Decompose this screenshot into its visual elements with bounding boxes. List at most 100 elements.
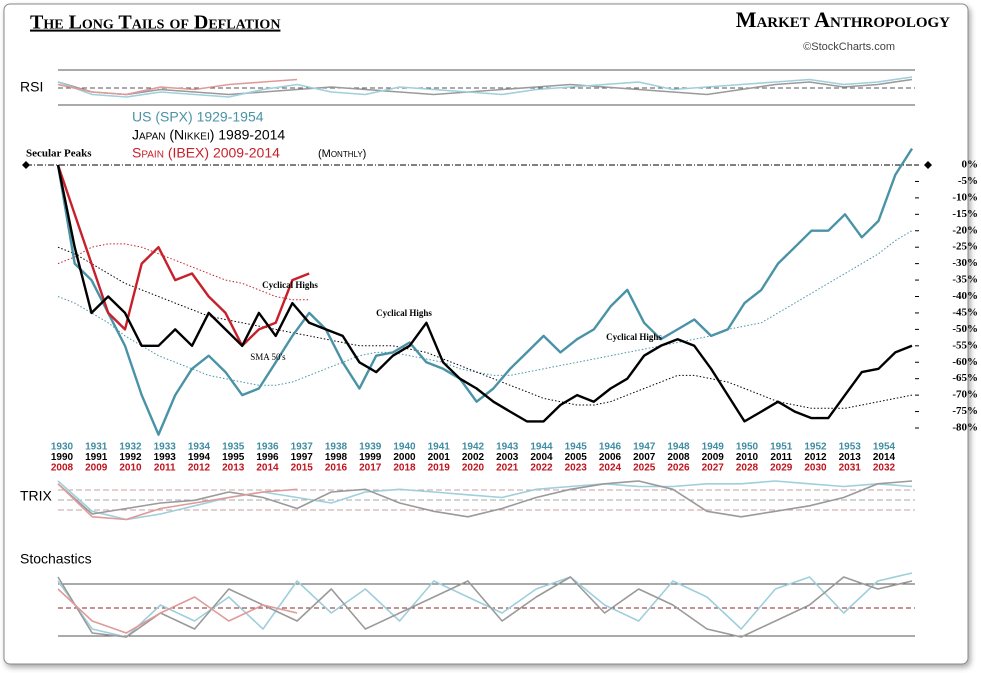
y-tick-label: -5% xyxy=(958,175,978,187)
x-tick-label: 1998 xyxy=(325,452,348,463)
annotation: SMA 50's xyxy=(250,352,286,362)
x-tick-label: 2021 xyxy=(496,463,519,474)
sma-line xyxy=(57,230,913,386)
x-tick-label: 1997 xyxy=(291,452,314,463)
x-tick-label: 1947 xyxy=(633,442,656,453)
x-tick-label: 2029 xyxy=(770,463,793,474)
x-tick-label: 2007 xyxy=(633,452,656,463)
y-tick-label: -20% xyxy=(952,224,978,236)
x-tick-label: 2013 xyxy=(839,452,862,463)
y-tick-label: -30% xyxy=(952,257,978,269)
panel-title: Stochastics xyxy=(20,551,92,567)
panel-title: TRIX xyxy=(20,488,53,504)
x-tick-label: 2010 xyxy=(736,452,759,463)
x-tick-label: 1932 xyxy=(119,442,142,453)
x-tick-label: 1940 xyxy=(393,442,416,453)
x-tick-label: 2012 xyxy=(804,452,827,463)
x-tick-label: 1993 xyxy=(154,452,177,463)
x-tick-label: 1933 xyxy=(154,442,177,453)
x-tick-label: 2014 xyxy=(873,452,896,463)
frame xyxy=(3,3,969,665)
legend-entry: Japan (Nikkei) 1989-2014 xyxy=(132,127,285,143)
x-tick-label: 2000 xyxy=(393,452,416,463)
y-tick-label: -50% xyxy=(952,323,978,335)
x-tick-label: 2012 xyxy=(188,463,211,474)
indicator-line xyxy=(57,480,913,518)
annotation: Cyclical Highs xyxy=(376,308,432,318)
y-tick-label: -65% xyxy=(952,372,978,384)
legend-entry: Spain (IBEX) 2009-2014 xyxy=(132,145,280,161)
y-tick-label: -60% xyxy=(952,356,978,368)
x-tick-label: 2009 xyxy=(85,463,108,474)
indicator-line xyxy=(57,483,298,521)
x-tick-label: 1951 xyxy=(770,442,793,453)
x-tick-label: 1936 xyxy=(256,442,279,453)
x-tick-label: 1992 xyxy=(119,452,142,463)
x-tick-label: 1991 xyxy=(85,452,108,463)
x-tick-label: 2011 xyxy=(770,452,792,463)
x-tick-label: 1943 xyxy=(496,442,519,453)
x-tick-label: 2027 xyxy=(702,463,725,474)
x-tick-label: 2019 xyxy=(428,463,451,474)
series-line xyxy=(56,164,913,423)
indicator-line xyxy=(57,76,913,98)
y-tick-label: -45% xyxy=(952,306,978,318)
x-tick-label: 1948 xyxy=(667,442,690,453)
x-tick-label: 1996 xyxy=(256,452,279,463)
x-tick-label: 1990 xyxy=(51,452,74,463)
legend-note: (Monthly) xyxy=(318,148,366,160)
indicator-line xyxy=(57,588,298,634)
x-tick-label: 2008 xyxy=(51,463,74,474)
x-tick-label: 2018 xyxy=(393,463,416,474)
x-tick-label: 2010 xyxy=(119,463,142,474)
x-tick-label: 1945 xyxy=(565,442,588,453)
x-tick-label: 2020 xyxy=(462,463,485,474)
y-tick-label: -70% xyxy=(952,389,978,401)
x-tick-label: 2031 xyxy=(839,463,862,474)
annotation: Cyclical Highs xyxy=(606,332,662,342)
y-tick-label: -55% xyxy=(952,339,978,351)
indicator-line xyxy=(57,78,913,96)
x-tick-label: 1930 xyxy=(51,442,74,453)
x-tick-label: 1935 xyxy=(222,442,245,453)
panel-title: RSI xyxy=(20,79,43,95)
indicator-line xyxy=(57,78,298,96)
x-tick-label: 2030 xyxy=(804,463,827,474)
x-tick-label: 1942 xyxy=(462,442,485,453)
x-tick-label: 2004 xyxy=(530,452,553,463)
x-tick-label: 2023 xyxy=(565,463,588,474)
x-tick-label: 1994 xyxy=(188,452,211,463)
x-tick-label: 1931 xyxy=(85,442,108,453)
x-tick-label: 2011 xyxy=(154,463,176,474)
x-tick-label: 2013 xyxy=(222,463,245,474)
credit: ©StockCharts.com xyxy=(803,41,895,53)
sma-line xyxy=(57,243,310,301)
x-tick-label: 2028 xyxy=(736,463,759,474)
peak-marker xyxy=(22,161,30,169)
annotation: Cyclical Highs xyxy=(262,280,318,290)
x-tick-label: 1999 xyxy=(359,452,382,463)
x-tick-label: 2003 xyxy=(496,452,519,463)
indicator-line xyxy=(57,480,913,521)
y-tick-label: 0% xyxy=(962,159,979,171)
x-tick-label: 2026 xyxy=(667,463,690,474)
x-tick-label: 2017 xyxy=(359,463,382,474)
x-tick-label: 1946 xyxy=(599,442,622,453)
indicator-line xyxy=(57,572,913,638)
peak-marker xyxy=(924,161,932,169)
x-tick-label: 1952 xyxy=(804,442,827,453)
x-tick-label: 1937 xyxy=(291,442,314,453)
legend-entry: US (SPX) 1929-1954 xyxy=(132,109,264,125)
x-tick-label: 1954 xyxy=(873,442,896,453)
x-tick-label: 2015 xyxy=(291,463,314,474)
x-tick-label: 2024 xyxy=(599,463,622,474)
x-tick-label: 1950 xyxy=(736,442,759,453)
x-tick-label: 2005 xyxy=(565,452,588,463)
y-tick-label: -40% xyxy=(952,290,978,302)
x-tick-label: 2016 xyxy=(325,463,348,474)
y-tick-label: -25% xyxy=(952,241,978,253)
x-tick-label: 2006 xyxy=(599,452,622,463)
x-tick-label: 2008 xyxy=(667,452,690,463)
